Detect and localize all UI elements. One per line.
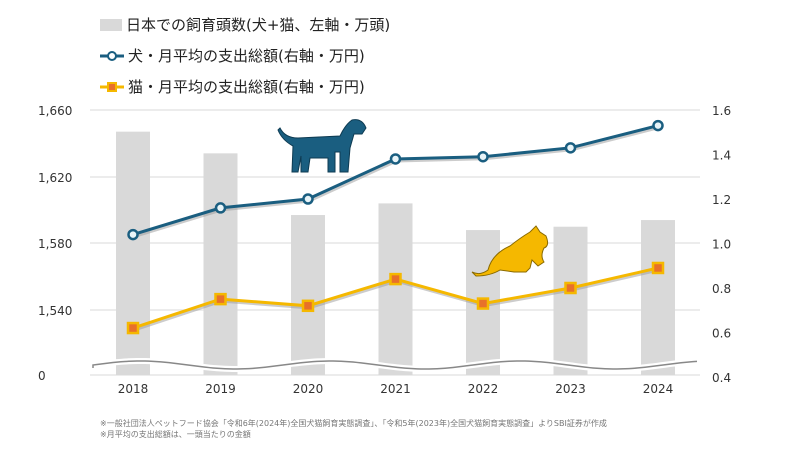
cat-point [651, 261, 665, 275]
right-tick-label: 1.4 [712, 149, 731, 163]
right-tick-label: 1.0 [712, 238, 731, 252]
legend-bar-swatch [100, 18, 122, 31]
left-tick-label: 1,580 [38, 237, 72, 251]
x-tick-label: 2020 [293, 382, 324, 396]
bar [291, 215, 325, 375]
right-tick-label: 0.8 [712, 282, 731, 296]
cat-point [126, 321, 140, 335]
left-tick-label: 0 [38, 369, 46, 383]
dog-point [389, 153, 402, 165]
cat-point [476, 297, 490, 310]
dog-point [477, 150, 489, 163]
left-tick-label: 1,660 [38, 104, 72, 118]
legend-dog-swatch [100, 50, 124, 61]
dog-point [302, 193, 314, 205]
bar [378, 203, 413, 375]
right-tick-label: 0.4 [712, 371, 731, 385]
dog-icon [277, 119, 367, 173]
x-tick-label: 2018 [118, 382, 149, 396]
cat-point [214, 292, 227, 306]
right-tick-label: 1.6 [712, 104, 731, 118]
left-tick-label: 1,620 [38, 171, 72, 185]
dog-point [652, 119, 664, 132]
bar [641, 220, 675, 375]
x-tick-label: 2019 [205, 382, 236, 396]
left-tick-label: 1,540 [38, 304, 72, 318]
footnote: ※一般社団法人ペットフード協会「令和6年(2024年)全国犬猫飼育実態調査」、「… [100, 419, 607, 428]
legend-label: 猫・月平均の支出総額(右軸・万円) [128, 78, 365, 96]
dog-point [127, 228, 139, 241]
legend-dog: 犬・月平均の支出総額(右軸・万円) [100, 45, 365, 66]
legend-label: 日本での飼育頭数(犬+猫、左軸・万頭) [126, 16, 391, 34]
legend-cat-swatch [100, 81, 124, 92]
bar [116, 131, 150, 375]
bar [203, 153, 238, 375]
legend-label: 犬・月平均の支出総額(右軸・万円) [128, 47, 365, 65]
bar [553, 226, 588, 375]
right-tick-label: 1.2 [712, 193, 731, 207]
cat-point [564, 281, 577, 295]
axis-break-line [92, 360, 698, 370]
x-tick-label: 2024 [643, 382, 674, 396]
cat-icon [471, 225, 549, 277]
legend-cat: 猫・月平均の支出総額(右軸・万円) [100, 76, 365, 97]
cat-point [389, 272, 402, 286]
x-tick-label: 2021 [380, 382, 411, 396]
cat-point [301, 299, 315, 313]
dog-point [564, 142, 577, 154]
right-tick-label: 0.6 [712, 327, 731, 341]
x-tick-label: 2023 [555, 382, 586, 396]
x-tick-label: 2022 [468, 382, 499, 396]
dog-point [214, 202, 227, 214]
legend-bar: 日本での飼育頭数(犬+猫、左軸・万頭) [100, 14, 390, 35]
footnote: ※月平均の支出総額は、一頭当たりの金額 [100, 430, 251, 439]
